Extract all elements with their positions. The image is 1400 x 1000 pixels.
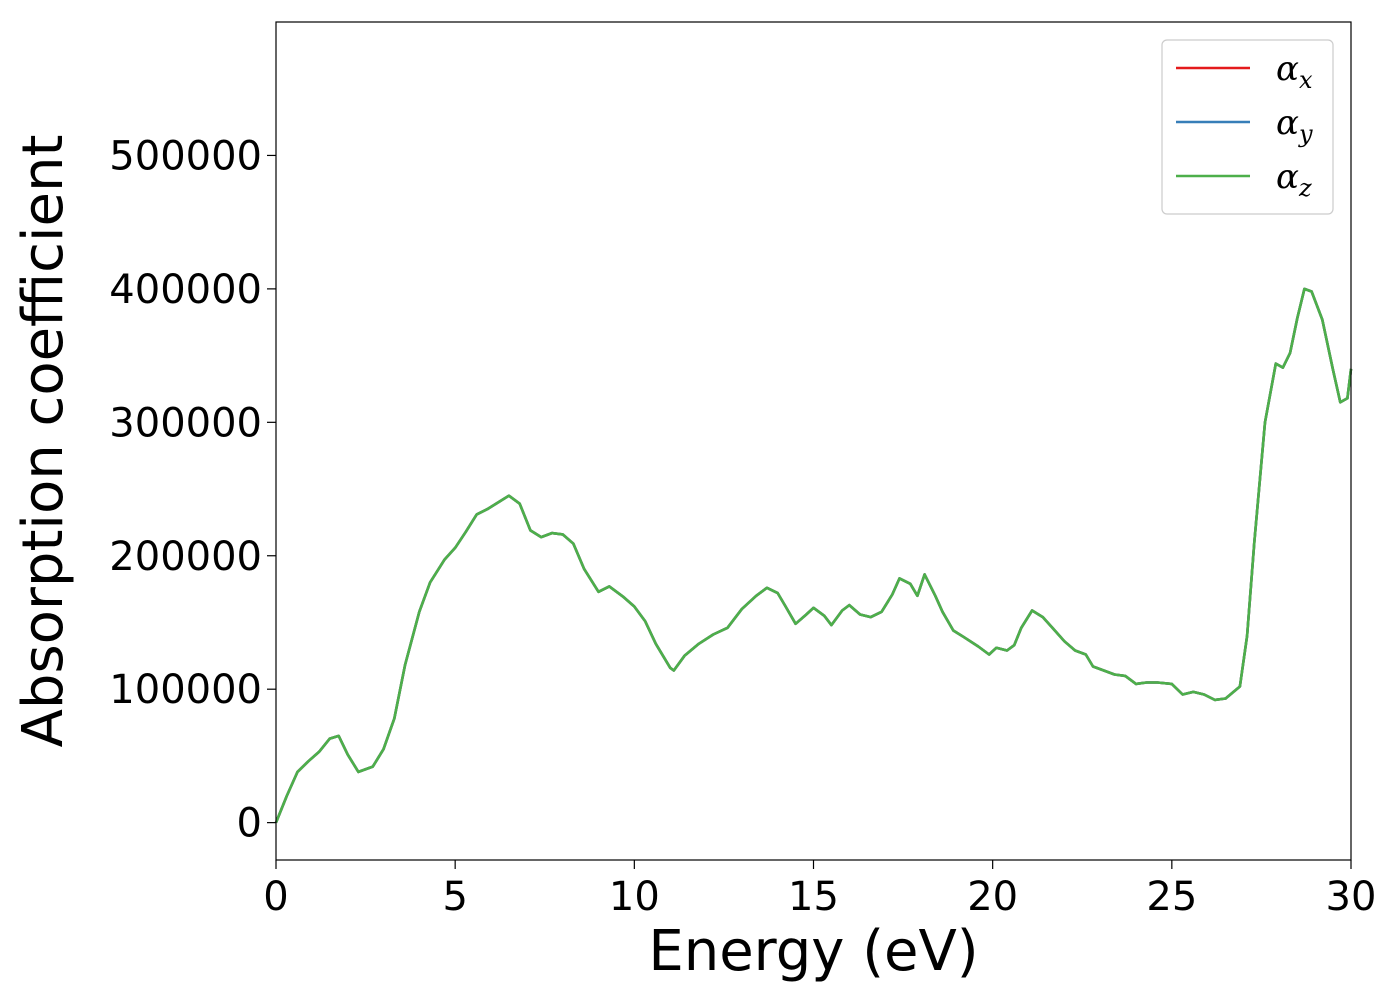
x-tick-label: 20	[967, 874, 1018, 920]
x-tick-label: 5	[442, 874, 467, 920]
series-line-alpha-z	[274, 287, 1353, 824]
x-tick-label: 30	[1326, 874, 1377, 920]
x-tick-label: 0	[263, 874, 288, 920]
legend: αx αy αz	[1161, 39, 1334, 215]
ticks-layer: 0 5 10 15 20 25 30 0 100000 200000 300000 400000 500…	[109, 133, 1376, 920]
legend-box	[1161, 39, 1334, 215]
y-tick-label: 300000	[109, 400, 262, 446]
legend-label-alpha-x: αx	[1276, 49, 1313, 94]
x-tick-label: 25	[1146, 874, 1197, 920]
y-tick-label: 500000	[109, 133, 262, 179]
y-tick-label: 200000	[109, 534, 262, 580]
legend-label-alpha-y: αy	[1276, 103, 1313, 148]
y-tick-label: 400000	[109, 267, 262, 313]
y-tick-label: 0	[237, 801, 262, 847]
legend-label-alpha-z: αz	[1276, 157, 1312, 202]
series-layer	[274, 287, 1353, 824]
y-tick-label: 100000	[109, 667, 262, 713]
x-tick-label: 15	[788, 874, 839, 920]
x-axis-title: Energy (eV)	[648, 919, 978, 984]
y-axis-title: Absorption coefficient	[11, 135, 76, 748]
x-tick-label: 10	[609, 874, 660, 920]
